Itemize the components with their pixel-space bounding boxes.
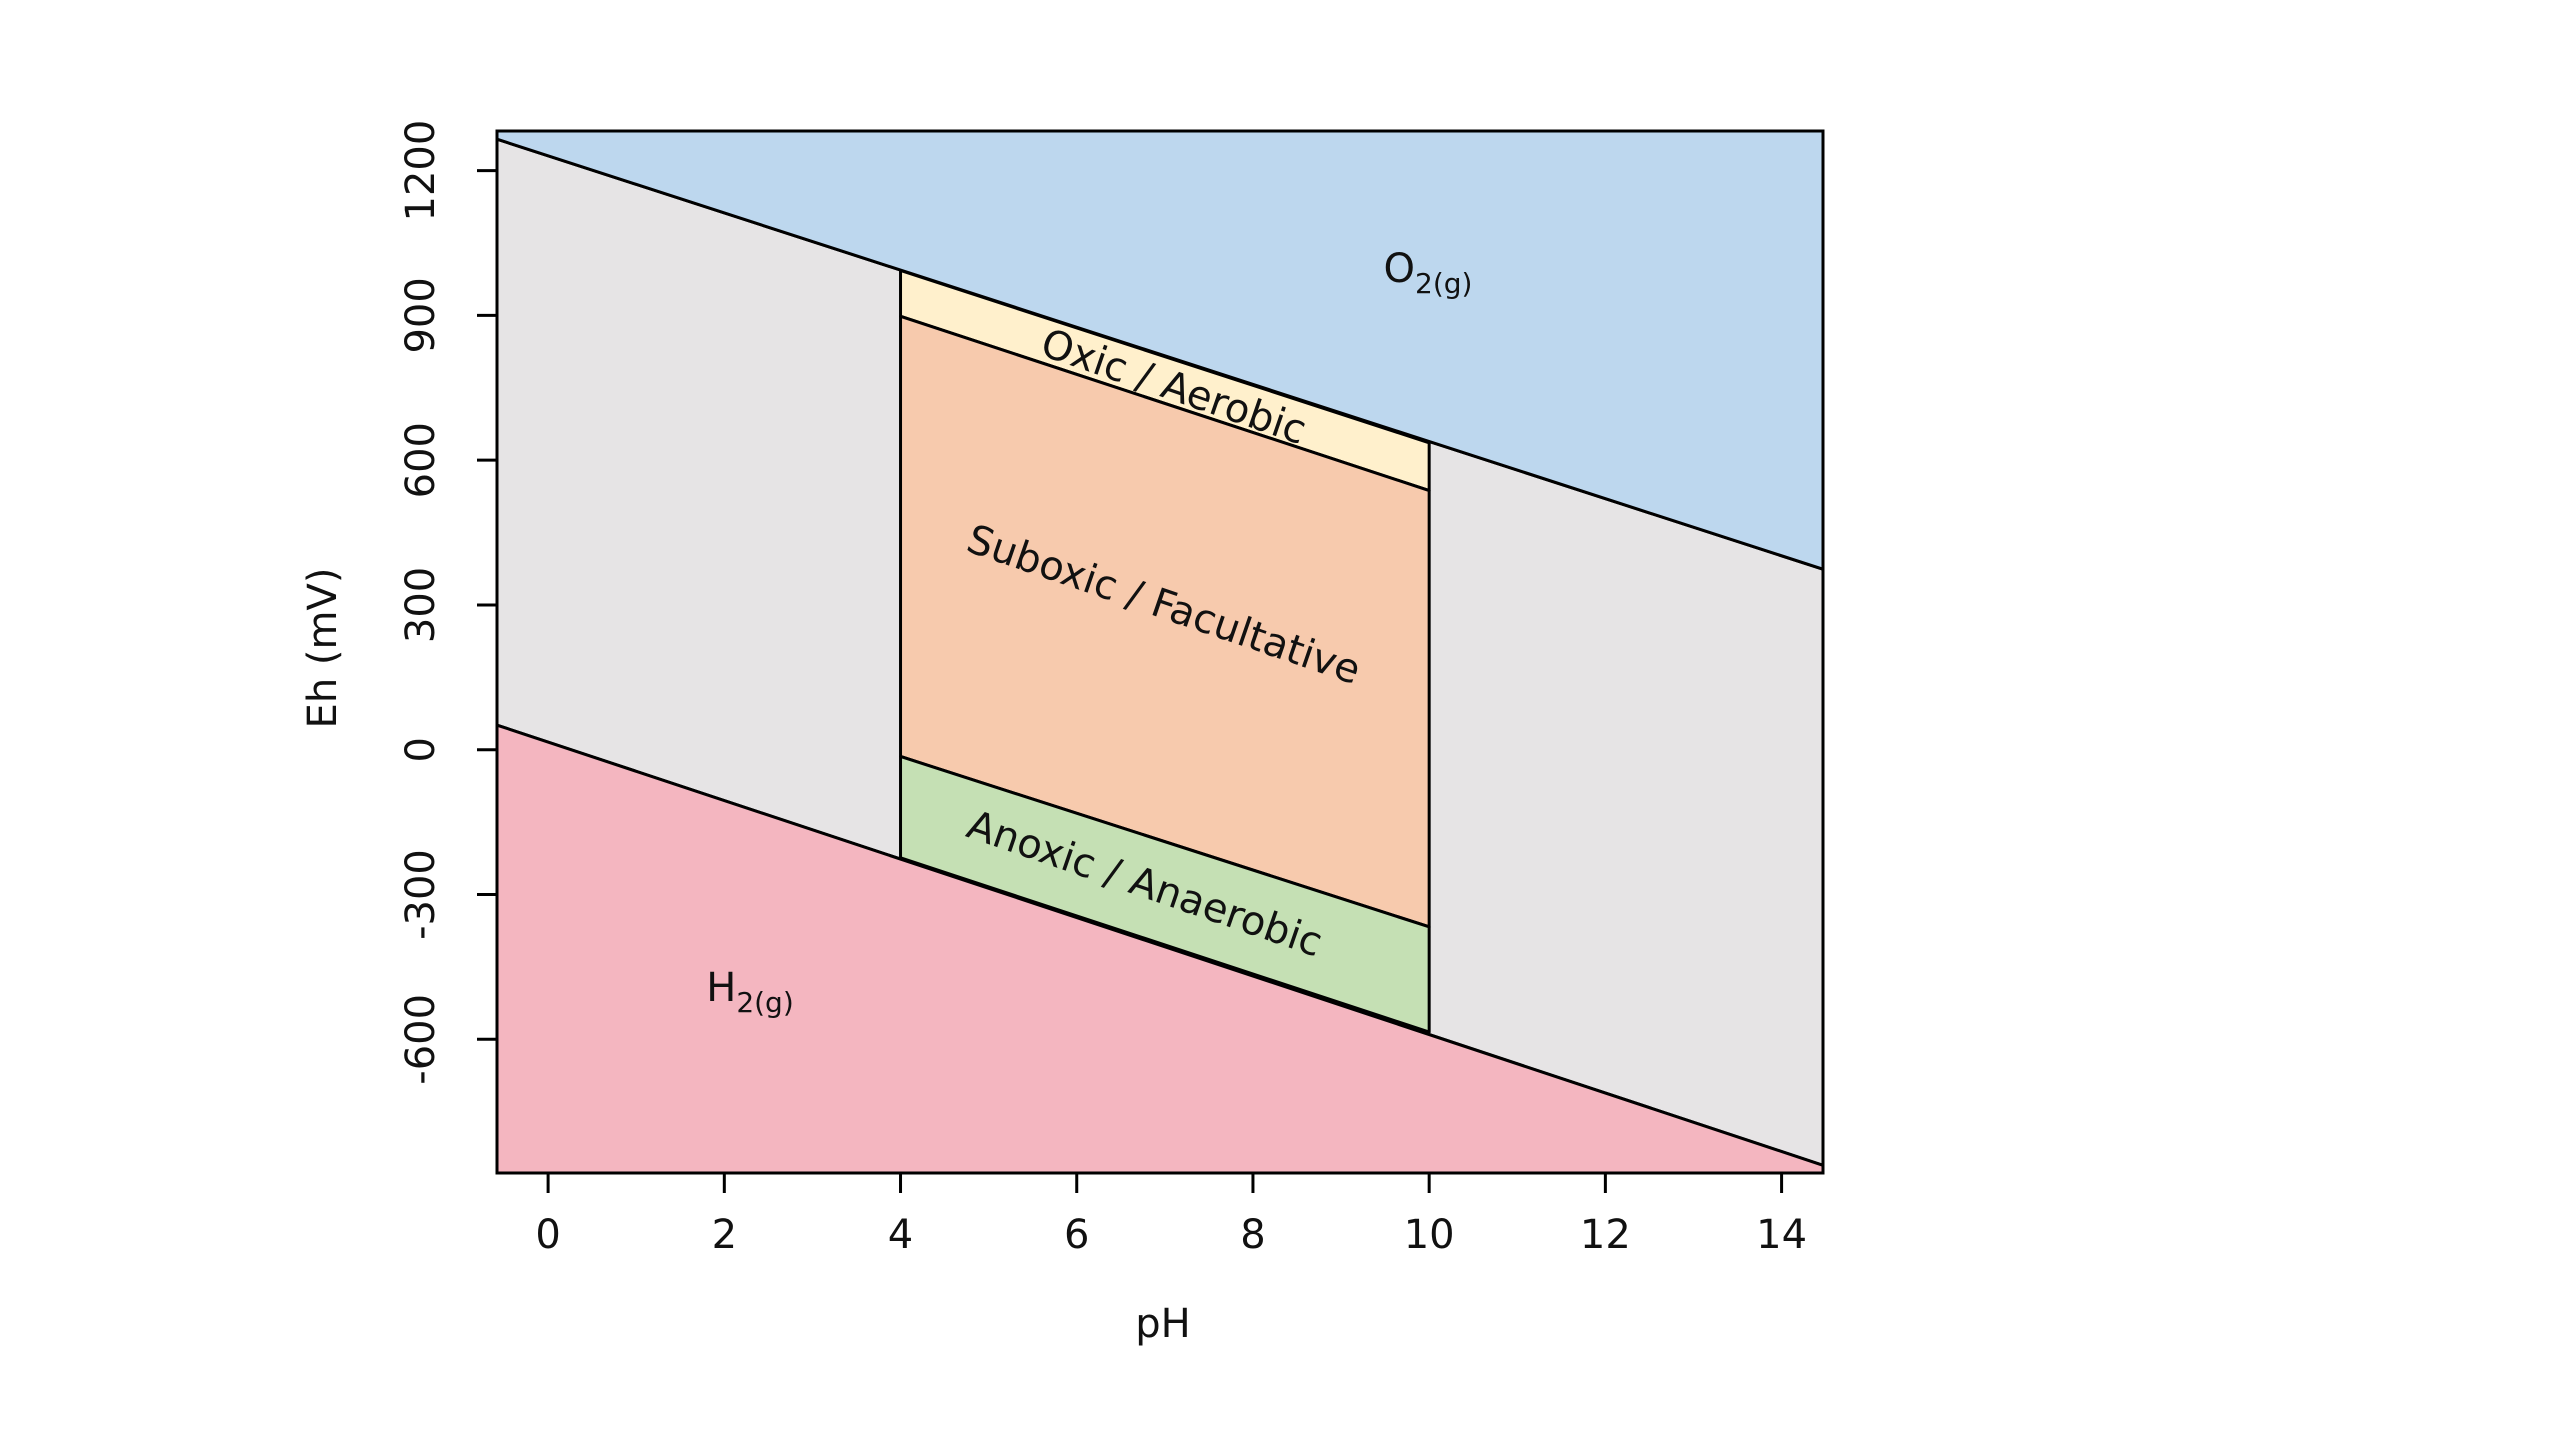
y-axis-label: Eh (mV) <box>300 568 346 729</box>
x-tick-label: 10 <box>1404 1212 1455 1258</box>
x-tick-label: 12 <box>1580 1212 1631 1258</box>
region-label-text: O <box>1384 246 1415 292</box>
region-label-subscript: 2(g) <box>1415 267 1472 300</box>
x-tick-label: 4 <box>888 1212 913 1258</box>
region-label-subscript: 2(g) <box>736 986 793 1019</box>
x-tick-label: 8 <box>1240 1212 1265 1258</box>
region <box>497 131 1823 571</box>
region-label-text: H <box>706 965 736 1011</box>
region <box>497 723 1823 1173</box>
plot-frame <box>495 129 1825 1175</box>
axes: 0 2 4 6 8 10 12 14 -600 -300 0 300 600 900 1200 <box>398 120 1825 1258</box>
regions <box>497 131 1823 1173</box>
region-label: H2(g) <box>706 965 794 1019</box>
y-tick-label: 1200 <box>398 120 444 222</box>
x-tick-label: 2 <box>712 1212 737 1258</box>
x-tick-label: 0 <box>535 1212 560 1258</box>
y-tick-label: 600 <box>398 422 444 498</box>
x-tick-label: 14 <box>1756 1212 1807 1258</box>
y-tick-label: -300 <box>398 849 444 940</box>
y-tick-label: -600 <box>398 994 444 1085</box>
y-tick-label: 300 <box>398 567 444 643</box>
x-axis-label: pH <box>1135 1301 1190 1347</box>
y-tick-label: 900 <box>398 277 444 353</box>
region-label: O2(g) <box>1384 246 1473 300</box>
x-tick-label: 6 <box>1064 1212 1089 1258</box>
region <box>899 754 1431 1034</box>
y-tick-label: 0 <box>398 737 444 762</box>
